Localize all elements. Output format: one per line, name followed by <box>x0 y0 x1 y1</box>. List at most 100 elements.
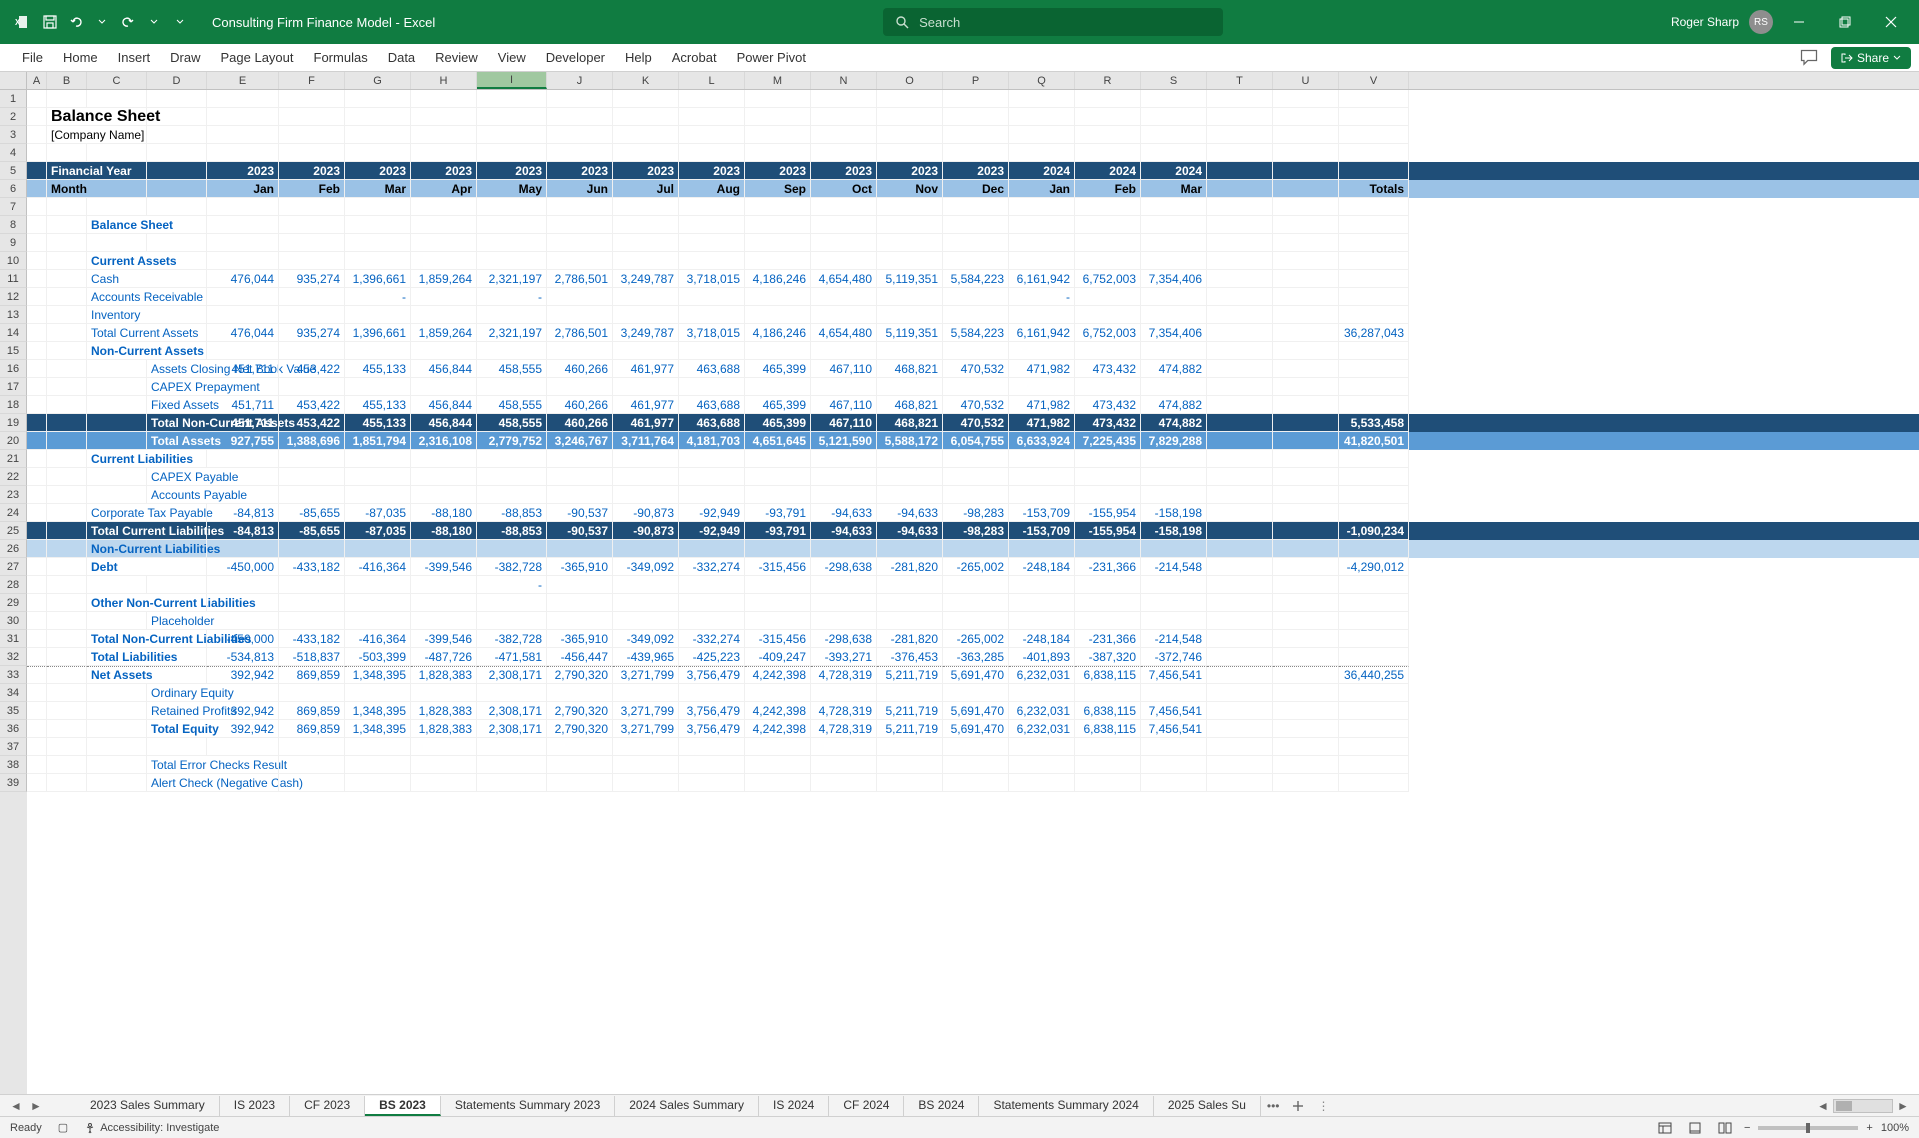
row-header-38[interactable]: 38 <box>0 756 27 774</box>
user-name[interactable]: Roger Sharp <box>1671 15 1739 29</box>
sheet-tab-is-2024[interactable]: IS 2024 <box>759 1096 829 1116</box>
ribbon-tab-review[interactable]: Review <box>425 46 488 69</box>
accessibility-status[interactable]: Accessibility: Investigate <box>84 1122 219 1134</box>
row-header-39[interactable]: 39 <box>0 774 27 792</box>
sheet-tab-is-2023[interactable]: IS 2023 <box>220 1096 290 1116</box>
row-header-8[interactable]: 8 <box>0 216 27 234</box>
row-header-3[interactable]: 3 <box>0 126 27 144</box>
row-header-28[interactable]: 28 <box>0 576 27 594</box>
col-header-C[interactable]: C <box>87 72 147 89</box>
col-header-E[interactable]: E <box>207 72 279 89</box>
tab-overflow-icon[interactable]: ••• <box>1261 1099 1286 1113</box>
undo-icon[interactable] <box>64 10 88 34</box>
col-header-J[interactable]: J <box>547 72 613 89</box>
row-header-31[interactable]: 31 <box>0 630 27 648</box>
row-header-17[interactable]: 17 <box>0 378 27 396</box>
row-header-19[interactable]: 19 <box>0 414 27 432</box>
col-header-L[interactable]: L <box>679 72 745 89</box>
tab-nav-prev[interactable]: ◄ <box>6 1097 26 1115</box>
row-header-9[interactable]: 9 <box>0 234 27 252</box>
ribbon-tab-file[interactable]: File <box>12 46 53 69</box>
sheet-tab-statements-summary-2024[interactable]: Statements Summary 2024 <box>979 1096 1153 1116</box>
ribbon-tab-developer[interactable]: Developer <box>536 46 615 69</box>
search-input[interactable] <box>919 15 1211 30</box>
row-header-21[interactable]: 21 <box>0 450 27 468</box>
row-header-29[interactable]: 29 <box>0 594 27 612</box>
select-all-corner[interactable] <box>0 72 27 89</box>
row-header-22[interactable]: 22 <box>0 468 27 486</box>
row-header-4[interactable]: 4 <box>0 144 27 162</box>
excel-icon[interactable]: X <box>8 10 32 34</box>
ribbon-tab-page-layout[interactable]: Page Layout <box>211 46 304 69</box>
col-header-O[interactable]: O <box>877 72 943 89</box>
ribbon-tab-formulas[interactable]: Formulas <box>304 46 378 69</box>
hscroll-left[interactable]: ◄ <box>1813 1097 1833 1115</box>
row-header-27[interactable]: 27 <box>0 558 27 576</box>
ribbon-tab-power-pivot[interactable]: Power Pivot <box>727 46 816 69</box>
row-header-23[interactable]: 23 <box>0 486 27 504</box>
col-header-I[interactable]: I <box>477 72 547 89</box>
col-header-M[interactable]: M <box>745 72 811 89</box>
share-button[interactable]: Share <box>1831 47 1911 69</box>
minimize-icon[interactable] <box>1779 8 1819 36</box>
sheet-tab-bs-2023[interactable]: BS 2023 <box>365 1096 441 1116</box>
col-header-V[interactable]: V <box>1339 72 1409 89</box>
col-header-A[interactable]: A <box>27 72 47 89</box>
hscroll-bar[interactable] <box>1833 1099 1893 1113</box>
row-header-34[interactable]: 34 <box>0 684 27 702</box>
ribbon-tab-draw[interactable]: Draw <box>160 46 210 69</box>
row-header-11[interactable]: 11 <box>0 270 27 288</box>
zoom-slider[interactable] <box>1758 1126 1858 1130</box>
row-header-16[interactable]: 16 <box>0 360 27 378</box>
redo-dropdown-icon[interactable] <box>142 10 166 34</box>
col-header-H[interactable]: H <box>411 72 477 89</box>
hscroll-right[interactable]: ► <box>1893 1097 1913 1115</box>
col-header-K[interactable]: K <box>613 72 679 89</box>
maximize-icon[interactable] <box>1825 8 1865 36</box>
row-header-20[interactable]: 20 <box>0 432 27 450</box>
col-header-F[interactable]: F <box>279 72 345 89</box>
macro-record-icon[interactable]: ▢ <box>58 1121 68 1134</box>
row-header-36[interactable]: 36 <box>0 720 27 738</box>
sheet-tab-cf-2023[interactable]: CF 2023 <box>290 1096 365 1116</box>
row-header-26[interactable]: 26 <box>0 540 27 558</box>
row-header-15[interactable]: 15 <box>0 342 27 360</box>
sheet-tab-statements-summary-2023[interactable]: Statements Summary 2023 <box>441 1096 615 1116</box>
save-icon[interactable] <box>38 10 62 34</box>
zoom-in-button[interactable]: + <box>1866 1122 1872 1134</box>
ribbon-tab-acrobat[interactable]: Acrobat <box>662 46 727 69</box>
ribbon-tab-help[interactable]: Help <box>615 46 662 69</box>
col-header-B[interactable]: B <box>47 72 87 89</box>
undo-dropdown-icon[interactable] <box>90 10 114 34</box>
row-header-12[interactable]: 12 <box>0 288 27 306</box>
col-header-G[interactable]: G <box>345 72 411 89</box>
col-header-S[interactable]: S <box>1141 72 1207 89</box>
col-header-D[interactable]: D <box>147 72 207 89</box>
close-icon[interactable] <box>1871 8 1911 36</box>
row-header-5[interactable]: 5 <box>0 162 27 180</box>
row-header-6[interactable]: 6 <box>0 180 27 198</box>
comments-icon[interactable] <box>1799 48 1819 68</box>
row-header-33[interactable]: 33 <box>0 666 27 684</box>
row-header-14[interactable]: 14 <box>0 324 27 342</box>
ribbon-tab-home[interactable]: Home <box>53 46 108 69</box>
col-header-P[interactable]: P <box>943 72 1009 89</box>
sheet-tab-2023-sales-summary[interactable]: 2023 Sales Summary <box>76 1096 220 1116</box>
col-header-U[interactable]: U <box>1273 72 1339 89</box>
zoom-out-button[interactable]: − <box>1744 1122 1750 1134</box>
ribbon-tab-view[interactable]: View <box>488 46 536 69</box>
col-header-Q[interactable]: Q <box>1009 72 1075 89</box>
sheet-tab-bs-2024[interactable]: BS 2024 <box>904 1096 979 1116</box>
sheet-tab-2024-sales-summary[interactable]: 2024 Sales Summary <box>615 1096 759 1116</box>
row-header-35[interactable]: 35 <box>0 702 27 720</box>
row-header-32[interactable]: 32 <box>0 648 27 666</box>
view-layout-icon[interactable] <box>1684 1119 1706 1137</box>
col-header-T[interactable]: T <box>1207 72 1273 89</box>
ribbon-tab-data[interactable]: Data <box>378 46 425 69</box>
redo-icon[interactable] <box>116 10 140 34</box>
row-header-18[interactable]: 18 <box>0 396 27 414</box>
row-header-13[interactable]: 13 <box>0 306 27 324</box>
row-header-10[interactable]: 10 <box>0 252 27 270</box>
view-normal-icon[interactable] <box>1654 1119 1676 1137</box>
ribbon-tab-insert[interactable]: Insert <box>108 46 161 69</box>
